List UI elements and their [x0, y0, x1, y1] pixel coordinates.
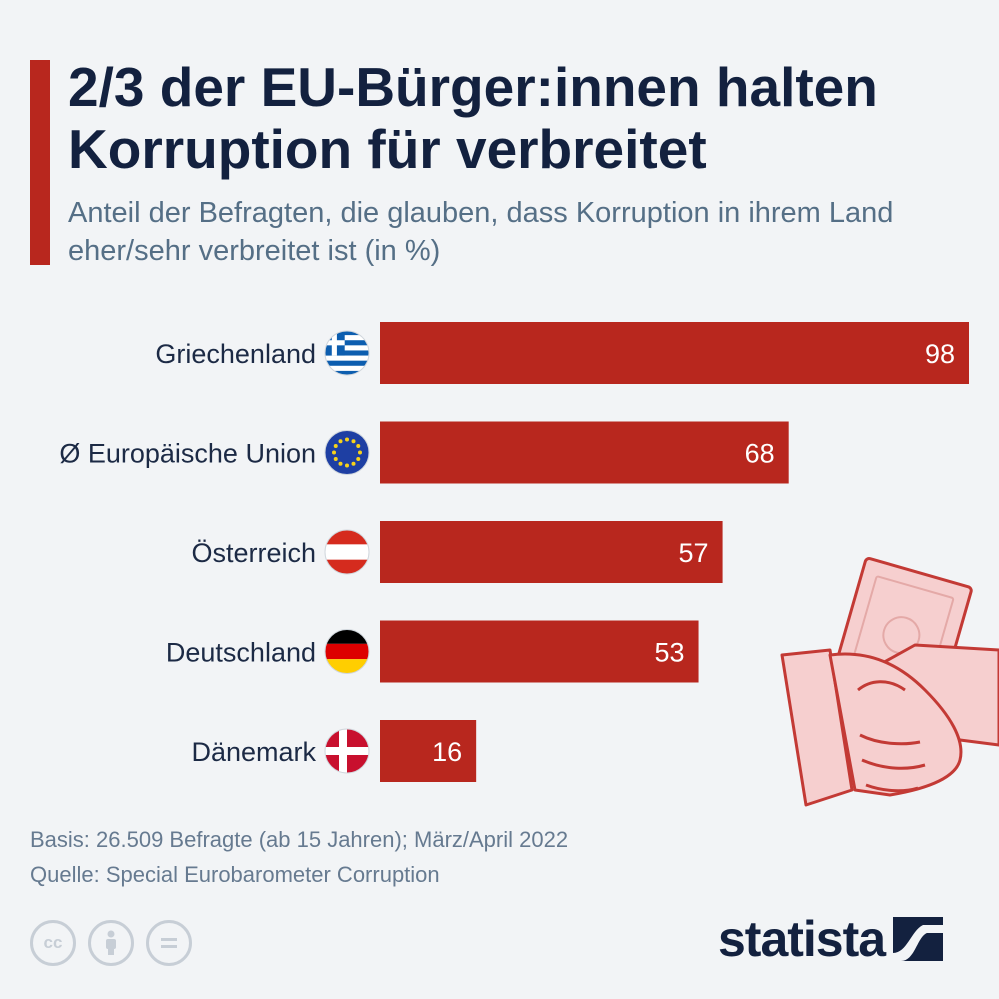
title-accent-bar	[30, 60, 50, 265]
category-label-4: Dänemark	[191, 737, 316, 767]
category-label-0: Griechenland	[155, 339, 316, 369]
license-icons: cc	[30, 920, 192, 966]
bar-4	[380, 720, 477, 782]
category-label-1: Ø Europäische Union	[59, 439, 316, 469]
footer-source: Quelle: Special Eurobarometer Corruption	[30, 862, 440, 887]
statista-logo[interactable]: statista	[718, 910, 944, 968]
statista-wordmark: statista	[718, 911, 886, 967]
chart-subtitle: Anteil der Befragten, die glauben, dass …	[68, 197, 894, 267]
flag-greece-icon	[324, 330, 370, 376]
flag-eu-icon	[324, 430, 370, 475]
flag-austria-icon	[324, 529, 370, 575]
category-label-2: Österreich	[191, 538, 316, 568]
flag-denmark-icon	[324, 728, 370, 774]
chart-title: 2/3 der EU-Bürger:innen halten Korruptio…	[68, 56, 878, 180]
value-label-1: 68	[745, 439, 775, 469]
bar-0	[380, 322, 969, 384]
bar-2	[380, 521, 723, 583]
category-label-3: Deutschland	[166, 638, 316, 668]
statista-logo-icon	[893, 917, 944, 961]
no-derivatives-icon[interactable]	[146, 920, 192, 966]
cc-icon[interactable]: cc	[30, 920, 76, 966]
value-label-2: 57	[679, 538, 709, 568]
value-label-3: 53	[654, 638, 684, 668]
value-label-4: 16	[432, 737, 462, 767]
bar-3	[380, 620, 699, 683]
footer-basis: Basis: 26.509 Befragte (ab 15 Jahren); M…	[30, 827, 569, 852]
attribution-icon[interactable]	[88, 920, 134, 966]
bar-1	[380, 421, 789, 484]
flag-germany-icon	[324, 629, 370, 674]
value-label-0: 98	[925, 339, 955, 369]
